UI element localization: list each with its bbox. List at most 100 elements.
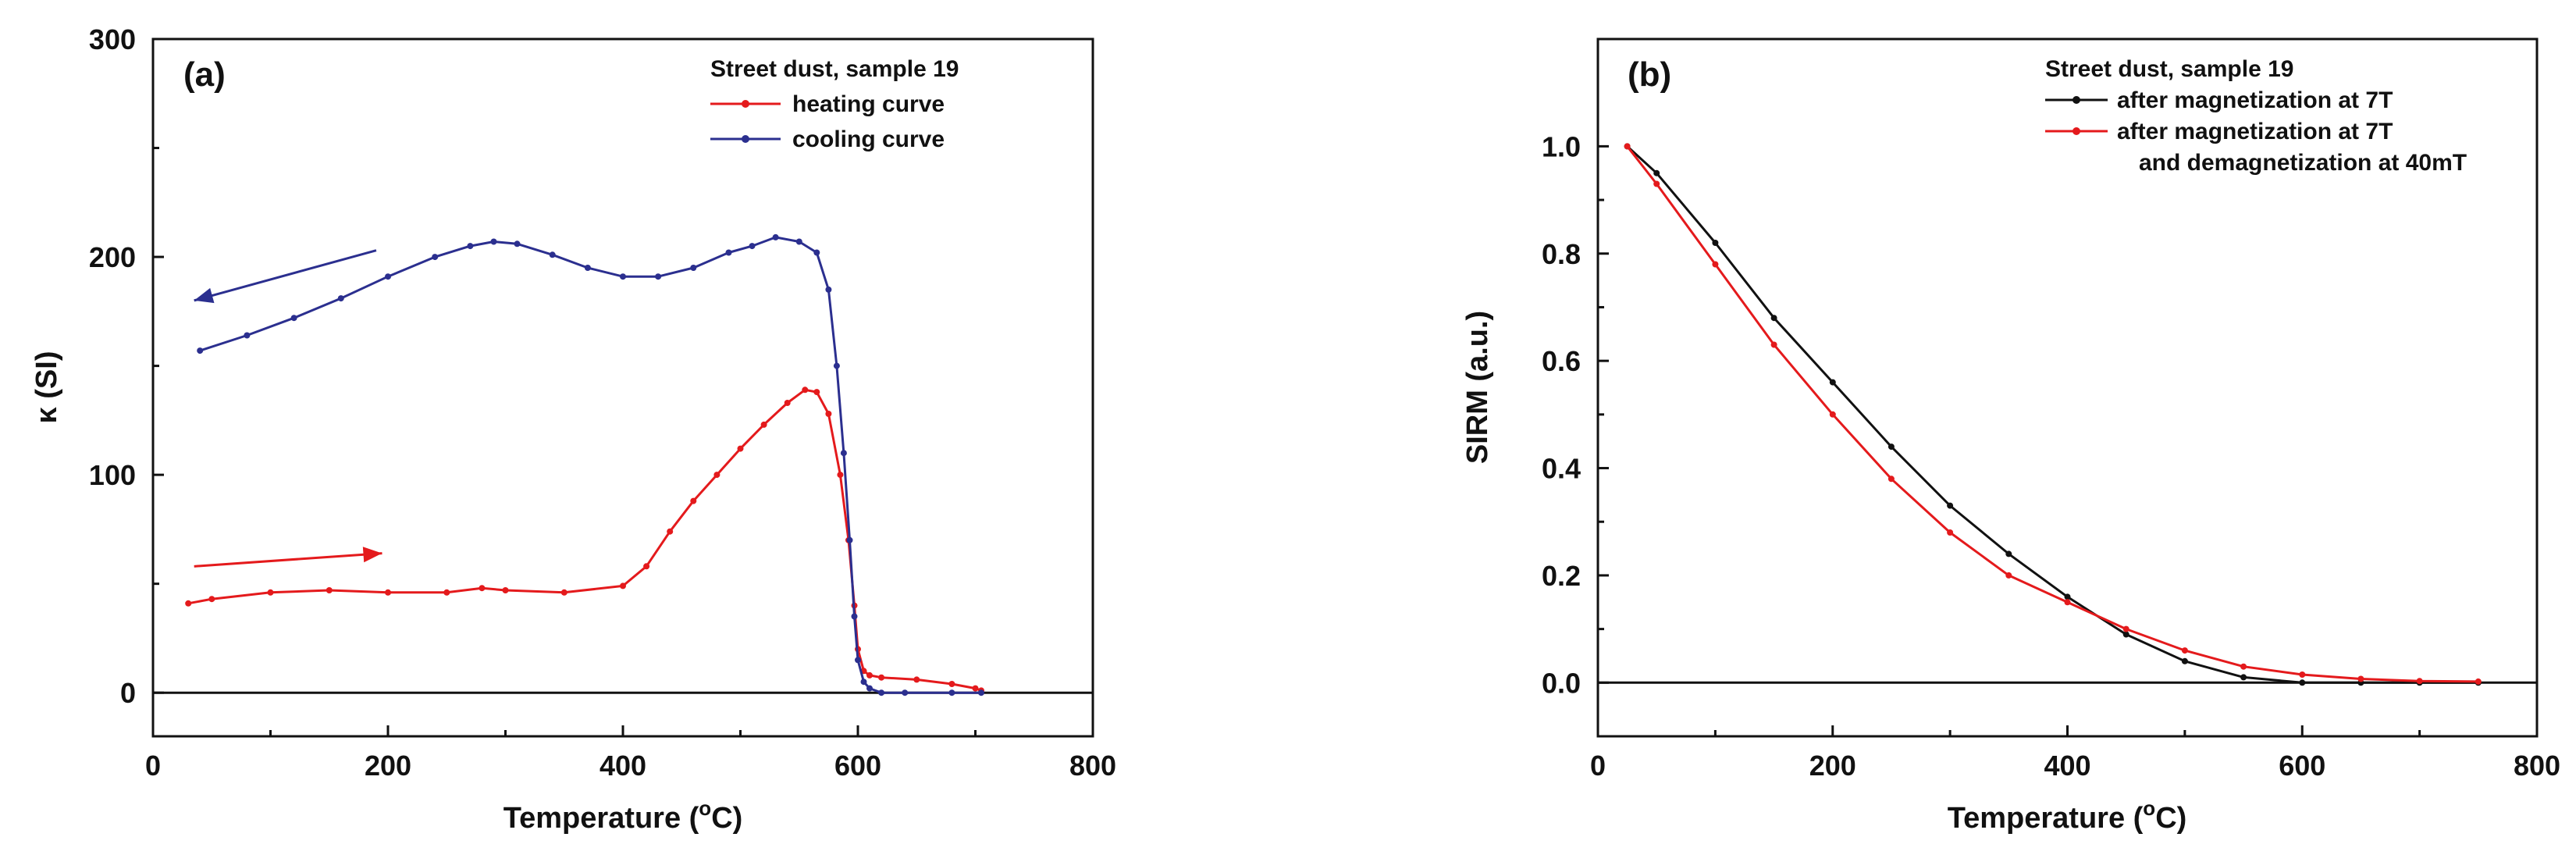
panel-b-series-0-point-10 (2181, 657, 2188, 664)
panel-b-legend-marker-demag (2073, 127, 2080, 135)
panel-a-series-0-point-17 (802, 386, 809, 394)
panel-b-y-tick-label-3: 0.6 (1542, 345, 1581, 377)
panel-a-x-axis-title-suffix: C) (711, 802, 742, 835)
panel-b-x-axis-title: Temperature (oC) (1948, 796, 2187, 835)
panel-b-x-axis-title-suffix: C) (2155, 802, 2186, 835)
panel-a-series-1-point-15 (749, 243, 756, 250)
panel-b-series-0-point-7 (2005, 550, 2012, 557)
panel-b-series-1-point-5 (1888, 476, 1895, 483)
panel-b-legend-label-7t: after magnetization at 7T (2117, 87, 2393, 113)
panel-a-y-tick-label-1: 100 (89, 459, 136, 491)
panel-a-x-axis-title-degree: o (699, 796, 711, 820)
panel-a-series-0-point-5 (443, 589, 450, 596)
panel-a-series-1-point-22 (846, 536, 853, 543)
panel-a-series-1-point-20 (833, 362, 840, 369)
panel-a-series-0-point-29 (972, 685, 979, 692)
panel-b-series-1-point-12 (2299, 671, 2306, 678)
panel-a-x-tick-label-4: 800 (1069, 750, 1116, 782)
panel-b-series-1-point-11 (2240, 663, 2247, 670)
panel-a-y-tick-label-3: 300 (89, 23, 136, 55)
panel-a-plot-area: 0 200 400 600 800 0 100 200 300 (89, 23, 1116, 782)
panel-a-series-1-point-21 (840, 450, 847, 457)
panel-a-series-1-point-14 (725, 249, 732, 256)
panel-a-x-tick-label-2: 400 (600, 750, 646, 782)
panel-a-series-1-point-18 (813, 249, 820, 256)
panel-a-series-0-point-28 (948, 681, 955, 687)
panel-b-y-tick-label-4: 0.8 (1542, 238, 1581, 270)
panel-b-legend-label-demag-line2: and demagnetization at 40mT (2139, 150, 2467, 176)
panel-a-series-1-point-27 (878, 689, 885, 696)
panel-a-series-1-point-1 (244, 332, 251, 339)
panel-b-series-0-line (1626, 145, 2478, 684)
panel-a-series-0-point-0 (185, 600, 192, 607)
panel-a-series-1-line (199, 236, 981, 694)
panel-a-series-1-point-17 (795, 238, 802, 245)
panel-a-series-0-point-3 (326, 587, 333, 593)
panel-a-series-0-point-2 (267, 589, 274, 596)
panel-a-legend-marker-cooling (742, 135, 749, 143)
panel-a-label: (a) (183, 55, 226, 94)
panel-a-series-0-point-6 (479, 585, 486, 592)
panel-a-y-tick-label-2: 200 (89, 241, 136, 273)
panel-b-axes-frame (1596, 37, 2539, 738)
panel-a-series-0-point-25 (866, 671, 873, 679)
panel-a-x-axis-title-prefix: Temperature ( (503, 802, 699, 835)
panel-b-y-tick-label-2: 0.4 (1542, 453, 1581, 485)
panel-a-series-1-point-3 (337, 295, 344, 302)
panel-a-legend: Street dust, sample 19 heating curve coo… (710, 56, 959, 152)
panel-a-series-0-point-18 (813, 389, 820, 396)
panel-a-series-1-point-29 (948, 689, 955, 696)
panel-b-series-1-point-9 (2122, 625, 2129, 632)
panel-a-series-1-point-28 (902, 689, 909, 696)
panel-a-arrow-1-shaft (194, 552, 382, 568)
panel-a-x-ticks: 0 200 400 600 800 (145, 725, 1116, 782)
panel-a-series-0-point-13 (713, 472, 720, 479)
panel-a-series-1-point-23 (851, 613, 858, 620)
panel-a-series-0-point-15 (760, 421, 767, 428)
panel-b-legend-marker-7t (2073, 96, 2080, 104)
panel-b-x-tick-label-2: 400 (2044, 750, 2090, 782)
panel-a-series-0-point-8 (560, 589, 568, 596)
panel-b-legend-label-demag: after magnetization at 7T (2117, 119, 2393, 144)
panel-a-series-0-point-14 (737, 445, 744, 452)
panel-b-label: (b) (1628, 55, 1671, 94)
panel-a-series-0-point-27 (913, 676, 920, 683)
panel-a-arrow-0-shaft (194, 249, 377, 302)
panel-b-series-1-point-2 (1712, 261, 1719, 268)
panel-a-x-tick-label-0: 0 (145, 750, 161, 782)
panel-a-series-group (185, 233, 984, 696)
panel-a-axes-frame (151, 37, 1094, 738)
panel-a-series-0-point-9 (620, 582, 626, 590)
panel-b-series-1-point-6 (1947, 529, 1954, 536)
panel-a-legend-entry-cooling: cooling curve (710, 126, 945, 152)
panel-b-series-0-point-9 (2122, 631, 2129, 638)
panel-b-series-0-point-1 (1653, 169, 1660, 176)
panel-a-annotations (194, 249, 382, 568)
panel-b-series-1-point-1 (1653, 180, 1660, 187)
panel-a-series-1-point-6 (467, 243, 474, 250)
panel-a-y-axis-title: κ (SI) (30, 351, 63, 424)
panel-a-series-1-point-7 (490, 238, 497, 245)
panel-a-series-1-point-13 (690, 265, 697, 271)
panel-b-y-ticks: 0.0 0.2 0.4 0.6 0.8 1.0 (1542, 130, 1609, 699)
panel-a-series-1-point-25 (860, 679, 867, 686)
panel-a-series-1-point-19 (825, 286, 832, 293)
panel-a-series-0-point-1 (208, 596, 215, 603)
panel-b-series-0-point-8 (2064, 593, 2071, 600)
panel-b-series-0-point-5 (1888, 443, 1895, 451)
panel-a-legend-marker-heating (742, 100, 749, 108)
panel-b-series-1-point-3 (1770, 341, 1777, 348)
panel-a-y-ticks: 0 100 200 300 (89, 23, 164, 709)
panel-b-x-tick-label-1: 200 (1809, 750, 1856, 782)
panel-a-series-1-point-4 (385, 273, 391, 280)
panel-a-series-0-point-4 (385, 589, 391, 596)
panel-b-x-tick-label-3: 600 (2279, 750, 2325, 782)
panel-b-legend-title: Street dust, sample 19 (2045, 56, 2293, 82)
panel-a-series-0-point-20 (837, 472, 844, 479)
panel-a-x-tick-label-1: 200 (365, 750, 411, 782)
panel-b-series-0-point-2 (1712, 240, 1719, 246)
panel-b-series-1-point-13 (2357, 675, 2364, 682)
panel-b-series-1-point-0 (1624, 143, 1631, 150)
panel-b-x-ticks: 0 200 400 600 800 (1590, 725, 2560, 782)
